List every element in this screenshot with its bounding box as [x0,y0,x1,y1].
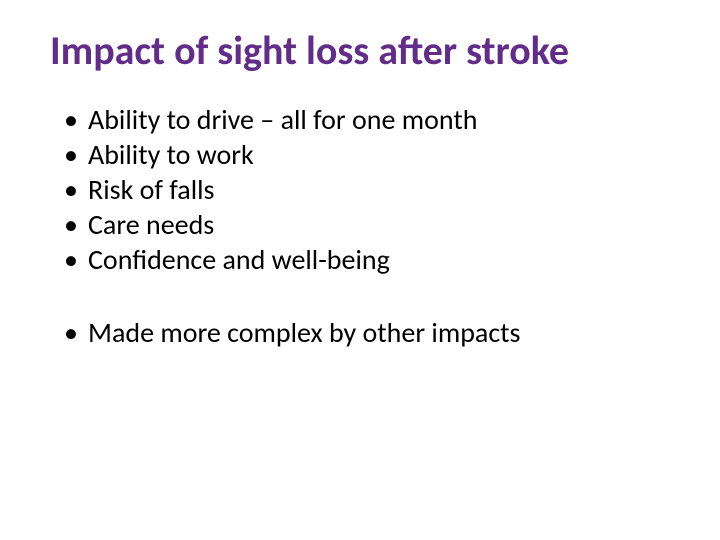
list-item: Confidence and well-being [60,242,670,277]
slide-title: Impact of sight loss after stroke [50,28,670,74]
list-item: Ability to drive – all for one month [60,102,670,137]
list-item: Made more complex by other impacts [60,315,670,350]
list-item: Risk of falls [60,172,670,207]
bullet-group-2: Made more complex by other impacts [60,315,670,350]
bullet-group-1: Ability to drive – all for one month Abi… [60,102,670,277]
slide: Impact of sight loss after stroke Abilit… [0,0,720,540]
spacer [50,277,670,315]
list-item: Ability to work [60,137,670,172]
list-item: Care needs [60,207,670,242]
